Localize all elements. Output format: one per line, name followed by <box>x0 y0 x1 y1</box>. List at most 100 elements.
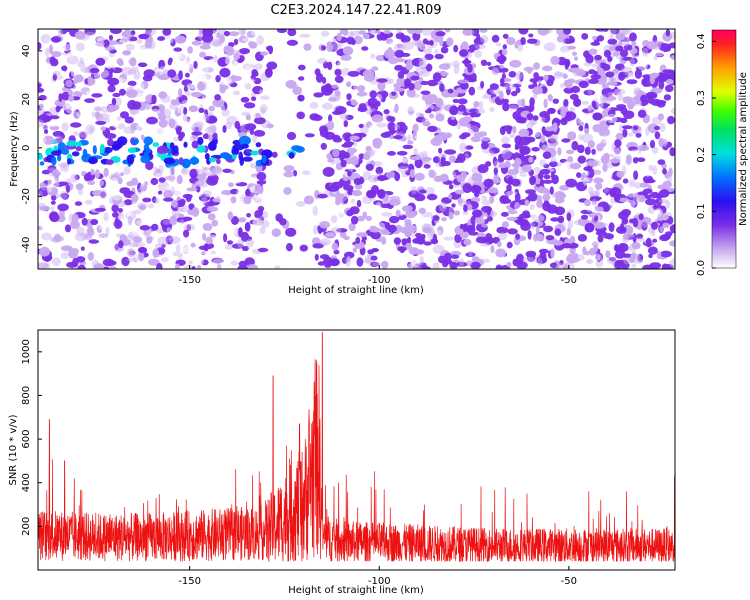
heatmap-cell <box>605 96 617 101</box>
heatmap-cell <box>299 33 311 38</box>
heatmap-cell <box>66 55 79 65</box>
heatmap-cell <box>234 177 243 184</box>
heatmap-cell <box>407 104 420 113</box>
heatmap-cell <box>642 47 649 57</box>
heatmap-cell <box>303 195 315 205</box>
heatmap-cell <box>320 142 327 150</box>
heatmap-cell <box>394 172 401 182</box>
heatmap-cell <box>618 94 624 102</box>
heatmap-cell <box>60 29 67 35</box>
heatmap-cell <box>628 132 634 137</box>
heatmap-cell <box>178 88 183 98</box>
heatmap-cell <box>451 203 456 208</box>
heatmap-cell <box>501 221 510 228</box>
heatmap-cell <box>131 177 139 186</box>
heatmap-cell <box>511 178 521 187</box>
heatmap-cell <box>491 34 500 43</box>
heatmap-cell <box>248 40 255 48</box>
heatmap-cell <box>400 124 408 132</box>
heatmap-cell <box>99 113 110 120</box>
heatmap-cell <box>344 168 357 173</box>
heatmap-cell <box>549 161 558 168</box>
heatmap-cell <box>418 207 426 214</box>
heatmap-cell <box>346 31 354 38</box>
heatmap-cell <box>652 49 665 57</box>
heatmap-cell <box>199 51 207 58</box>
heatmap-cell <box>202 75 207 84</box>
heatmap-cell <box>623 233 629 240</box>
heatmap-cell <box>608 222 615 233</box>
heatmap-cell <box>539 159 548 167</box>
colorbar-tick-label: 0.0 <box>696 260 707 276</box>
heatmap-cell <box>307 163 315 174</box>
heatmap-cell <box>383 109 390 115</box>
heatmap-cell <box>40 216 50 221</box>
heatmap-cell <box>509 59 522 68</box>
heatmap-cell <box>448 174 458 180</box>
heatmap-cell <box>444 149 457 155</box>
heatmap-cell <box>211 124 217 133</box>
heatmap-cell <box>327 185 340 192</box>
heatmap-cell <box>231 243 244 249</box>
heatmap-cell <box>241 143 249 149</box>
heatmap-cell <box>220 76 233 85</box>
heatmap-cell <box>201 259 209 266</box>
heatmap-cell <box>54 233 61 242</box>
heatmap-cell <box>185 60 194 69</box>
heatmap-cell <box>39 246 51 257</box>
heatmap-cell <box>151 94 157 105</box>
heatmap-cell <box>656 100 666 108</box>
heatmap-cell <box>313 92 324 98</box>
heatmap-cell <box>414 172 425 181</box>
heatmap-cell <box>496 42 502 47</box>
heatmap-cell <box>189 84 196 91</box>
heatmap-cell <box>211 40 223 47</box>
heatmap-cell <box>428 169 436 178</box>
heatmap-cell <box>331 83 339 89</box>
heatmap-cell <box>132 101 142 110</box>
heatmap-cell <box>567 219 574 230</box>
heatmap-cell <box>532 115 539 121</box>
heatmap-cell <box>501 211 509 217</box>
heatmap-cell <box>356 199 362 208</box>
heatmap-cell <box>418 70 431 78</box>
heatmap-cell <box>512 111 521 120</box>
heatmap-cell <box>90 219 99 225</box>
heatmap-cell <box>338 150 347 160</box>
heatmap-cell <box>156 263 163 269</box>
heatmap-cell <box>317 178 329 183</box>
heatmap-cell <box>633 87 642 97</box>
heatmap-cell <box>601 83 610 89</box>
heatmap-cell <box>298 76 305 81</box>
heatmap-cell <box>462 29 473 36</box>
heatmap-cell <box>371 114 384 123</box>
heatmap-cell <box>177 107 184 114</box>
heatmap-cell <box>632 258 644 264</box>
heatmap-cell <box>656 251 662 257</box>
heatmap-cell <box>92 145 97 155</box>
heatmap-cell <box>217 263 222 269</box>
heatmap-cell <box>563 98 569 107</box>
heatmap-cell <box>614 139 622 148</box>
heatmap-cell <box>105 159 114 165</box>
heatmap-cell <box>204 109 209 118</box>
heatmap-cell <box>201 73 212 80</box>
heatmap-cell <box>50 205 55 212</box>
heatmap-cell <box>375 201 382 211</box>
heatmap-cell <box>123 199 133 206</box>
heatmap-cell <box>71 151 80 157</box>
heatmap-cell <box>349 30 362 36</box>
heatmap-cell <box>591 241 599 247</box>
colorbar-ticks: 0.00.10.20.30.4 <box>696 33 716 276</box>
heatmap-cell <box>549 186 554 195</box>
heatmap-cell <box>109 196 117 205</box>
heatmap-cell <box>131 138 139 145</box>
heatmap-cell <box>566 212 572 222</box>
heatmap-cell <box>66 140 78 147</box>
heatmap-cell <box>99 189 107 200</box>
heatmap-cell <box>387 151 396 156</box>
heatmap-cell <box>181 79 193 87</box>
heatmap-cell <box>563 29 572 35</box>
heatmap-cell <box>59 161 66 171</box>
